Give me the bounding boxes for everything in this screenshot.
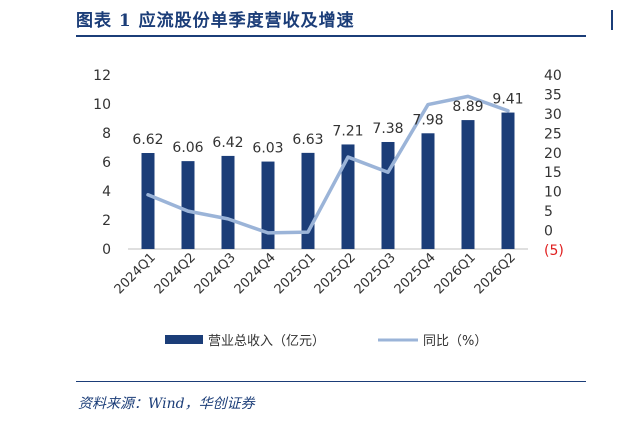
legend-bar-swatch xyxy=(165,335,203,344)
bar-value-label: 6.06 xyxy=(172,140,203,156)
left-tick-label: 10 xyxy=(93,97,111,113)
x-tick-label: 2025Q1 xyxy=(272,250,319,297)
legend: 营业总收入（亿元） 同比（%） xyxy=(165,334,487,349)
left-tick-label: 0 xyxy=(102,242,111,258)
revenue-bar xyxy=(461,120,475,249)
bar-value-label: 6.03 xyxy=(252,141,283,157)
bar-value-label: 7.21 xyxy=(332,123,363,139)
x-axis-labels: 2024Q12024Q22024Q32024Q42025Q12025Q22025… xyxy=(112,250,519,297)
x-tick-label: 2024Q4 xyxy=(232,250,279,297)
bar-value-label: 7.98 xyxy=(412,112,443,128)
x-tick-label: 2025Q2 xyxy=(312,250,359,297)
x-tick-label: 2025Q3 xyxy=(352,250,399,297)
source-note: 资料来源：Wind，华创证券 xyxy=(78,396,255,412)
right-tick-label: 0 xyxy=(544,224,553,240)
revenue-bar xyxy=(501,112,515,250)
revenue-bar xyxy=(341,144,355,249)
bar-value-label: 8.89 xyxy=(452,99,483,115)
right-tick-label: 25 xyxy=(544,126,562,142)
bottom-rule xyxy=(76,381,586,382)
x-tick-label: 2024Q3 xyxy=(192,250,239,297)
left-tick-label: 2 xyxy=(102,213,111,229)
bar-value-label: 9.41 xyxy=(492,92,523,108)
right-tick-label: 10 xyxy=(544,185,562,201)
right-tick-label: 20 xyxy=(544,146,562,162)
left-axis: 0 2 4 6 8 10 12 xyxy=(93,68,111,258)
bar-series xyxy=(141,112,515,250)
edge-mark xyxy=(611,10,620,30)
revenue-bar xyxy=(381,141,395,249)
left-tick-label: 4 xyxy=(102,184,111,200)
right-axis: (5) 0 5 10 15 20 25 30 35 40 xyxy=(544,68,564,259)
title-rule xyxy=(76,35,586,37)
right-tick-label: 5 xyxy=(544,204,553,220)
line-series xyxy=(146,94,510,235)
left-tick-label: 8 xyxy=(102,126,111,142)
right-tick-label: 15 xyxy=(544,165,562,181)
figure-title: 图表 1 应流股份单季度营收及增速 xyxy=(76,11,355,31)
legend-line-label: 同比（%） xyxy=(423,334,487,349)
x-tick-label: 2024Q1 xyxy=(112,250,159,297)
right-tick-label: 35 xyxy=(544,87,562,103)
revenue-bar xyxy=(421,133,435,249)
revenue-bar xyxy=(141,153,155,249)
bar-value-label: 6.62 xyxy=(132,132,163,148)
right-tick-label: 30 xyxy=(544,107,562,123)
x-tick-label: 2026Q1 xyxy=(432,250,479,297)
right-tick-label: 40 xyxy=(544,68,562,84)
yoy-growth-line xyxy=(146,94,510,235)
right-tick-label: (5) xyxy=(544,243,564,259)
bar-data-labels: 6.62 6.06 6.42 6.03 6.63 7.21 7.38 7.98 8.89 9.41 xyxy=(132,92,523,157)
revenue-bar xyxy=(181,161,195,249)
revenue-bar xyxy=(221,155,235,249)
left-tick-label: 6 xyxy=(102,155,111,171)
x-tick-label: 2025Q4 xyxy=(392,250,439,297)
bar-value-label: 6.42 xyxy=(212,135,243,151)
bar-value-label: 7.38 xyxy=(372,121,403,137)
legend-bar-label: 营业总收入（亿元） xyxy=(208,334,325,349)
x-tick-label: 2026Q2 xyxy=(472,250,519,297)
left-tick-label: 12 xyxy=(93,68,111,84)
x-tick-label: 2024Q2 xyxy=(152,250,199,297)
revenue-bar xyxy=(301,152,315,249)
bar-value-label: 6.63 xyxy=(292,132,323,148)
revenue-bar xyxy=(261,161,275,249)
